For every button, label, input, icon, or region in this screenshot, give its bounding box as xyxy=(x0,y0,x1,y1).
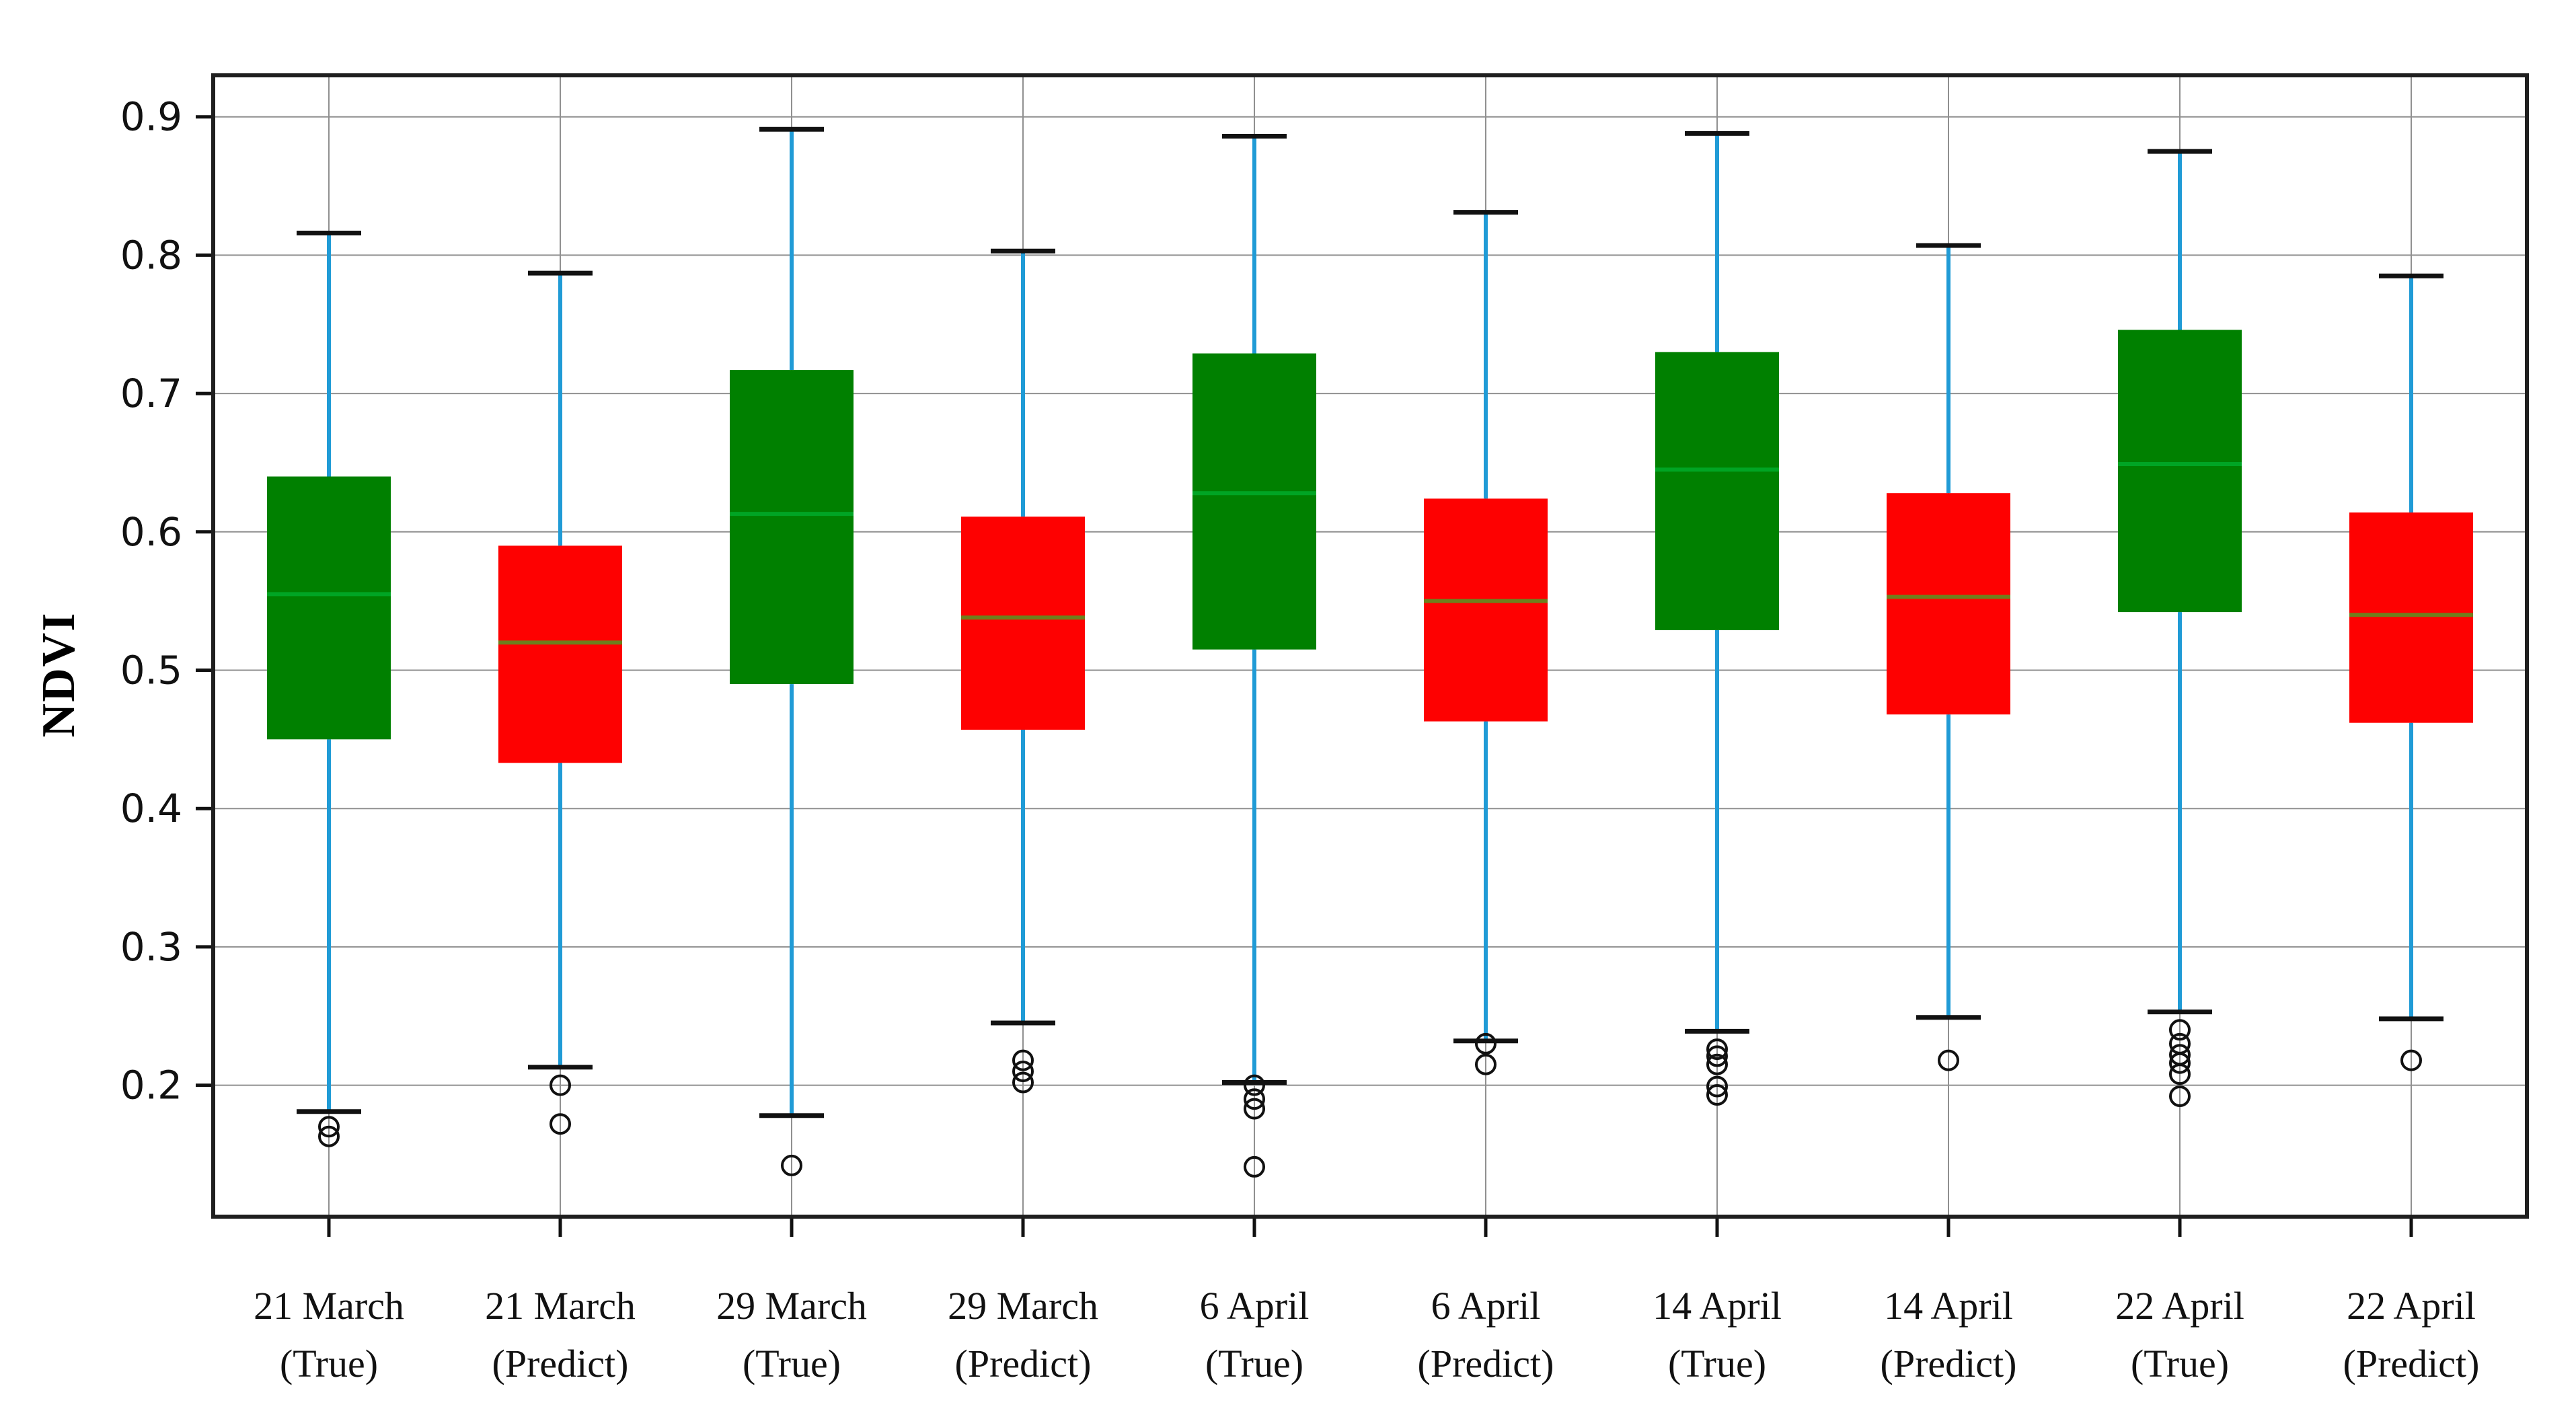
outlier-point xyxy=(2169,1019,2191,1041)
x-tick-label: 29 March xyxy=(948,1284,1098,1328)
outlier-point xyxy=(1706,1075,1728,1098)
y-tick-label: 0.6 xyxy=(120,509,182,555)
iqr-box xyxy=(267,476,391,740)
iqr-box xyxy=(2349,512,2473,723)
x-tick-label-line2: (True) xyxy=(2131,1342,2229,1385)
box-21-march-predict: 21 March (Predict) xyxy=(485,270,636,1385)
iqr-box xyxy=(2118,330,2242,613)
x-tick-label: 6 April xyxy=(1431,1284,1541,1328)
outlier-point xyxy=(1012,1049,1034,1071)
outlier-point xyxy=(318,1125,340,1147)
x-tick-label-line2: (Predict) xyxy=(955,1342,1092,1385)
y-tick-label: 0.2 xyxy=(120,1063,182,1108)
box-22-april-predict: 22 April (Predict) xyxy=(2343,273,2480,1385)
outlier-point xyxy=(1706,1084,1728,1106)
outlier-point xyxy=(550,1113,571,1135)
y-tick-label: 0.7 xyxy=(120,371,182,416)
x-tick-label-line2: (Predict) xyxy=(1881,1342,2017,1385)
outlier-point xyxy=(1706,1045,1728,1067)
x-tick-label: 6 April xyxy=(1200,1284,1310,1328)
y-tick-label: 0.3 xyxy=(120,924,182,970)
iqr-box xyxy=(961,517,1085,730)
box-6-april-true: 6 April (True) xyxy=(1192,134,1316,1385)
outlier-point xyxy=(1244,1074,1265,1096)
outlier-point xyxy=(1706,1053,1728,1075)
y-tick-label: 0.9 xyxy=(120,94,182,140)
x-tick-label-line2: (True) xyxy=(1668,1342,1766,1385)
outlier-point xyxy=(1475,1053,1497,1075)
iqr-box xyxy=(730,370,854,684)
outlier-point xyxy=(1706,1038,1728,1061)
outlier-point xyxy=(2400,1049,2422,1071)
x-tick-label: 22 April xyxy=(2115,1284,2244,1328)
outlier-point xyxy=(2169,1052,2191,1074)
x-tick-label: 21 March xyxy=(254,1284,404,1328)
outlier-point xyxy=(1475,1032,1497,1055)
iqr-box xyxy=(498,545,622,763)
box-14-april-true: 14 April (True) xyxy=(1653,130,1782,1385)
outlier-point xyxy=(1012,1071,1034,1094)
y-tick-label: 0.4 xyxy=(120,786,182,831)
x-tick-label: 14 April xyxy=(1653,1284,1782,1328)
iqr-box xyxy=(1192,353,1316,650)
iqr-box xyxy=(1424,498,1548,722)
plot-frame xyxy=(211,73,2529,1219)
x-tick-label: 29 March xyxy=(716,1284,867,1328)
y-axis: 0.2 0.3 0.4 0.5 0.6 0.7 0.8 0.9 xyxy=(120,94,213,1108)
outlier-point xyxy=(781,1154,802,1176)
box-6-april-predict: 6 April (Predict) xyxy=(1418,210,1554,1385)
x-tick-label-line2: (True) xyxy=(743,1342,841,1385)
outlier-point xyxy=(1938,1049,1959,1071)
x-tick-label-line2: (Predict) xyxy=(1418,1342,1554,1385)
box-14-april-predict: 14 April (Predict) xyxy=(1881,243,2017,1385)
iqr-box xyxy=(1887,493,2010,715)
outlier-point xyxy=(2169,1086,2191,1107)
y-tick-label: 0.8 xyxy=(120,232,182,278)
outlier-point xyxy=(318,1116,340,1138)
x-tick-label-line2: (True) xyxy=(280,1342,378,1385)
box-22-april-true: 22 April (True) xyxy=(2115,149,2244,1385)
outlier-point xyxy=(1012,1061,1034,1082)
x-tick-label-line2: (True) xyxy=(1205,1342,1303,1385)
outlier-point xyxy=(1244,1088,1265,1110)
outlier-point xyxy=(550,1074,571,1096)
iqr-box xyxy=(1655,352,1779,630)
box-21-march-true: 21 March (True) xyxy=(254,231,404,1385)
x-tick-label-line2: (Predict) xyxy=(2343,1342,2480,1385)
x-tick-label: 21 March xyxy=(485,1284,636,1328)
outlier-point xyxy=(2169,1063,2191,1086)
box-29-march-true: 29 March (True) xyxy=(716,126,867,1385)
x-tick-label-line2: (Predict) xyxy=(492,1342,629,1385)
outlier-point xyxy=(1244,1155,1265,1178)
x-tick-label: 14 April xyxy=(1884,1284,2013,1328)
box-29-march-predict: 29 March (Predict) xyxy=(948,248,1098,1385)
y-tick-label: 0.5 xyxy=(120,648,182,693)
outlier-point xyxy=(1244,1098,1265,1120)
x-tick-label: 22 April xyxy=(2347,1284,2476,1328)
